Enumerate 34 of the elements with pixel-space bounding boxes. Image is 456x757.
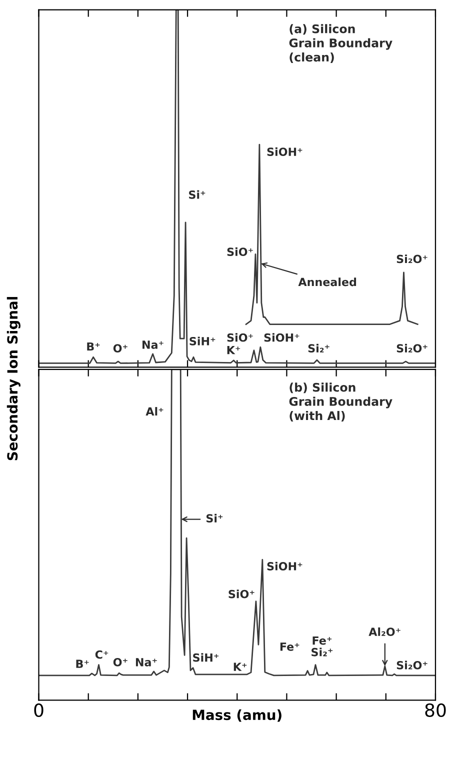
annotation: B⁺ xyxy=(87,342,100,351)
annotation: Al₂O⁺ xyxy=(368,627,400,636)
annotation: SiOH⁺ xyxy=(267,147,302,156)
y-axis-title: Secondary Ion Signal xyxy=(6,297,20,460)
annotation: Si₂O⁺ xyxy=(396,254,428,264)
annotation: SiO⁺ xyxy=(227,333,253,342)
annotation: SiOH⁺ xyxy=(264,333,300,342)
annotation: C⁺ xyxy=(95,650,108,659)
annotation: O⁺ xyxy=(113,344,128,353)
annotation: SiOH⁺ xyxy=(267,562,302,570)
annotation: Al⁺ xyxy=(146,407,164,416)
annotation: Si⁺ xyxy=(189,190,206,199)
annotation: SiO⁺ xyxy=(228,590,254,598)
text: (a) Silicon Grain Boundary (clean) xyxy=(289,24,392,63)
annotation: Fe⁺ Si₂⁺ xyxy=(312,636,333,656)
annotation: O⁺ xyxy=(113,658,128,666)
annotation: K⁺ xyxy=(227,346,240,354)
annotation: Si₂O⁺ xyxy=(396,660,428,670)
annotation: Si₂⁺ xyxy=(308,344,330,353)
annotation: Si⁺ xyxy=(206,514,223,522)
x-axis-title: Mass (amu) xyxy=(192,709,282,722)
annotation: Si₂O⁺ xyxy=(396,344,428,353)
annotation: SiO⁺ xyxy=(227,247,253,256)
annotation: K⁺ xyxy=(234,662,247,671)
annotation: B⁺ xyxy=(76,660,89,668)
annotation: Fe⁺ xyxy=(280,642,300,651)
annotation: Na⁺ xyxy=(142,340,164,349)
annotation: SiH⁺ xyxy=(190,336,216,346)
annotation: SiH⁺ xyxy=(193,653,219,662)
text: (b) Silicon Grain Boundary (with Al) xyxy=(289,382,392,422)
x-tick-label: 80 xyxy=(425,703,446,717)
annotation: Na⁺ xyxy=(136,658,157,666)
annotation: Annealed xyxy=(298,278,356,286)
x-tick-label: 0 xyxy=(34,703,44,717)
